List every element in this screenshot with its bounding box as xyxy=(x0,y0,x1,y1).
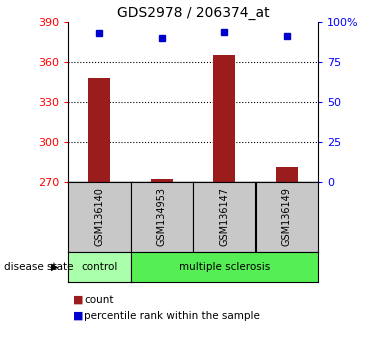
Text: percentile rank within the sample: percentile rank within the sample xyxy=(84,311,260,321)
Text: ▶: ▶ xyxy=(51,262,59,272)
Text: GSM136149: GSM136149 xyxy=(282,188,292,246)
Title: GDS2978 / 206374_at: GDS2978 / 206374_at xyxy=(117,6,269,19)
Text: GSM136147: GSM136147 xyxy=(219,188,229,246)
Text: disease state: disease state xyxy=(4,262,73,272)
Text: GSM136140: GSM136140 xyxy=(94,188,104,246)
Text: ■: ■ xyxy=(73,311,84,321)
Bar xyxy=(88,78,110,182)
Text: count: count xyxy=(84,295,114,305)
Text: ■: ■ xyxy=(73,295,84,305)
Text: control: control xyxy=(81,262,117,272)
Bar xyxy=(276,167,298,182)
Text: multiple sclerosis: multiple sclerosis xyxy=(179,262,270,272)
Bar xyxy=(151,179,173,182)
Text: GSM134953: GSM134953 xyxy=(157,188,167,246)
Bar xyxy=(213,55,235,182)
